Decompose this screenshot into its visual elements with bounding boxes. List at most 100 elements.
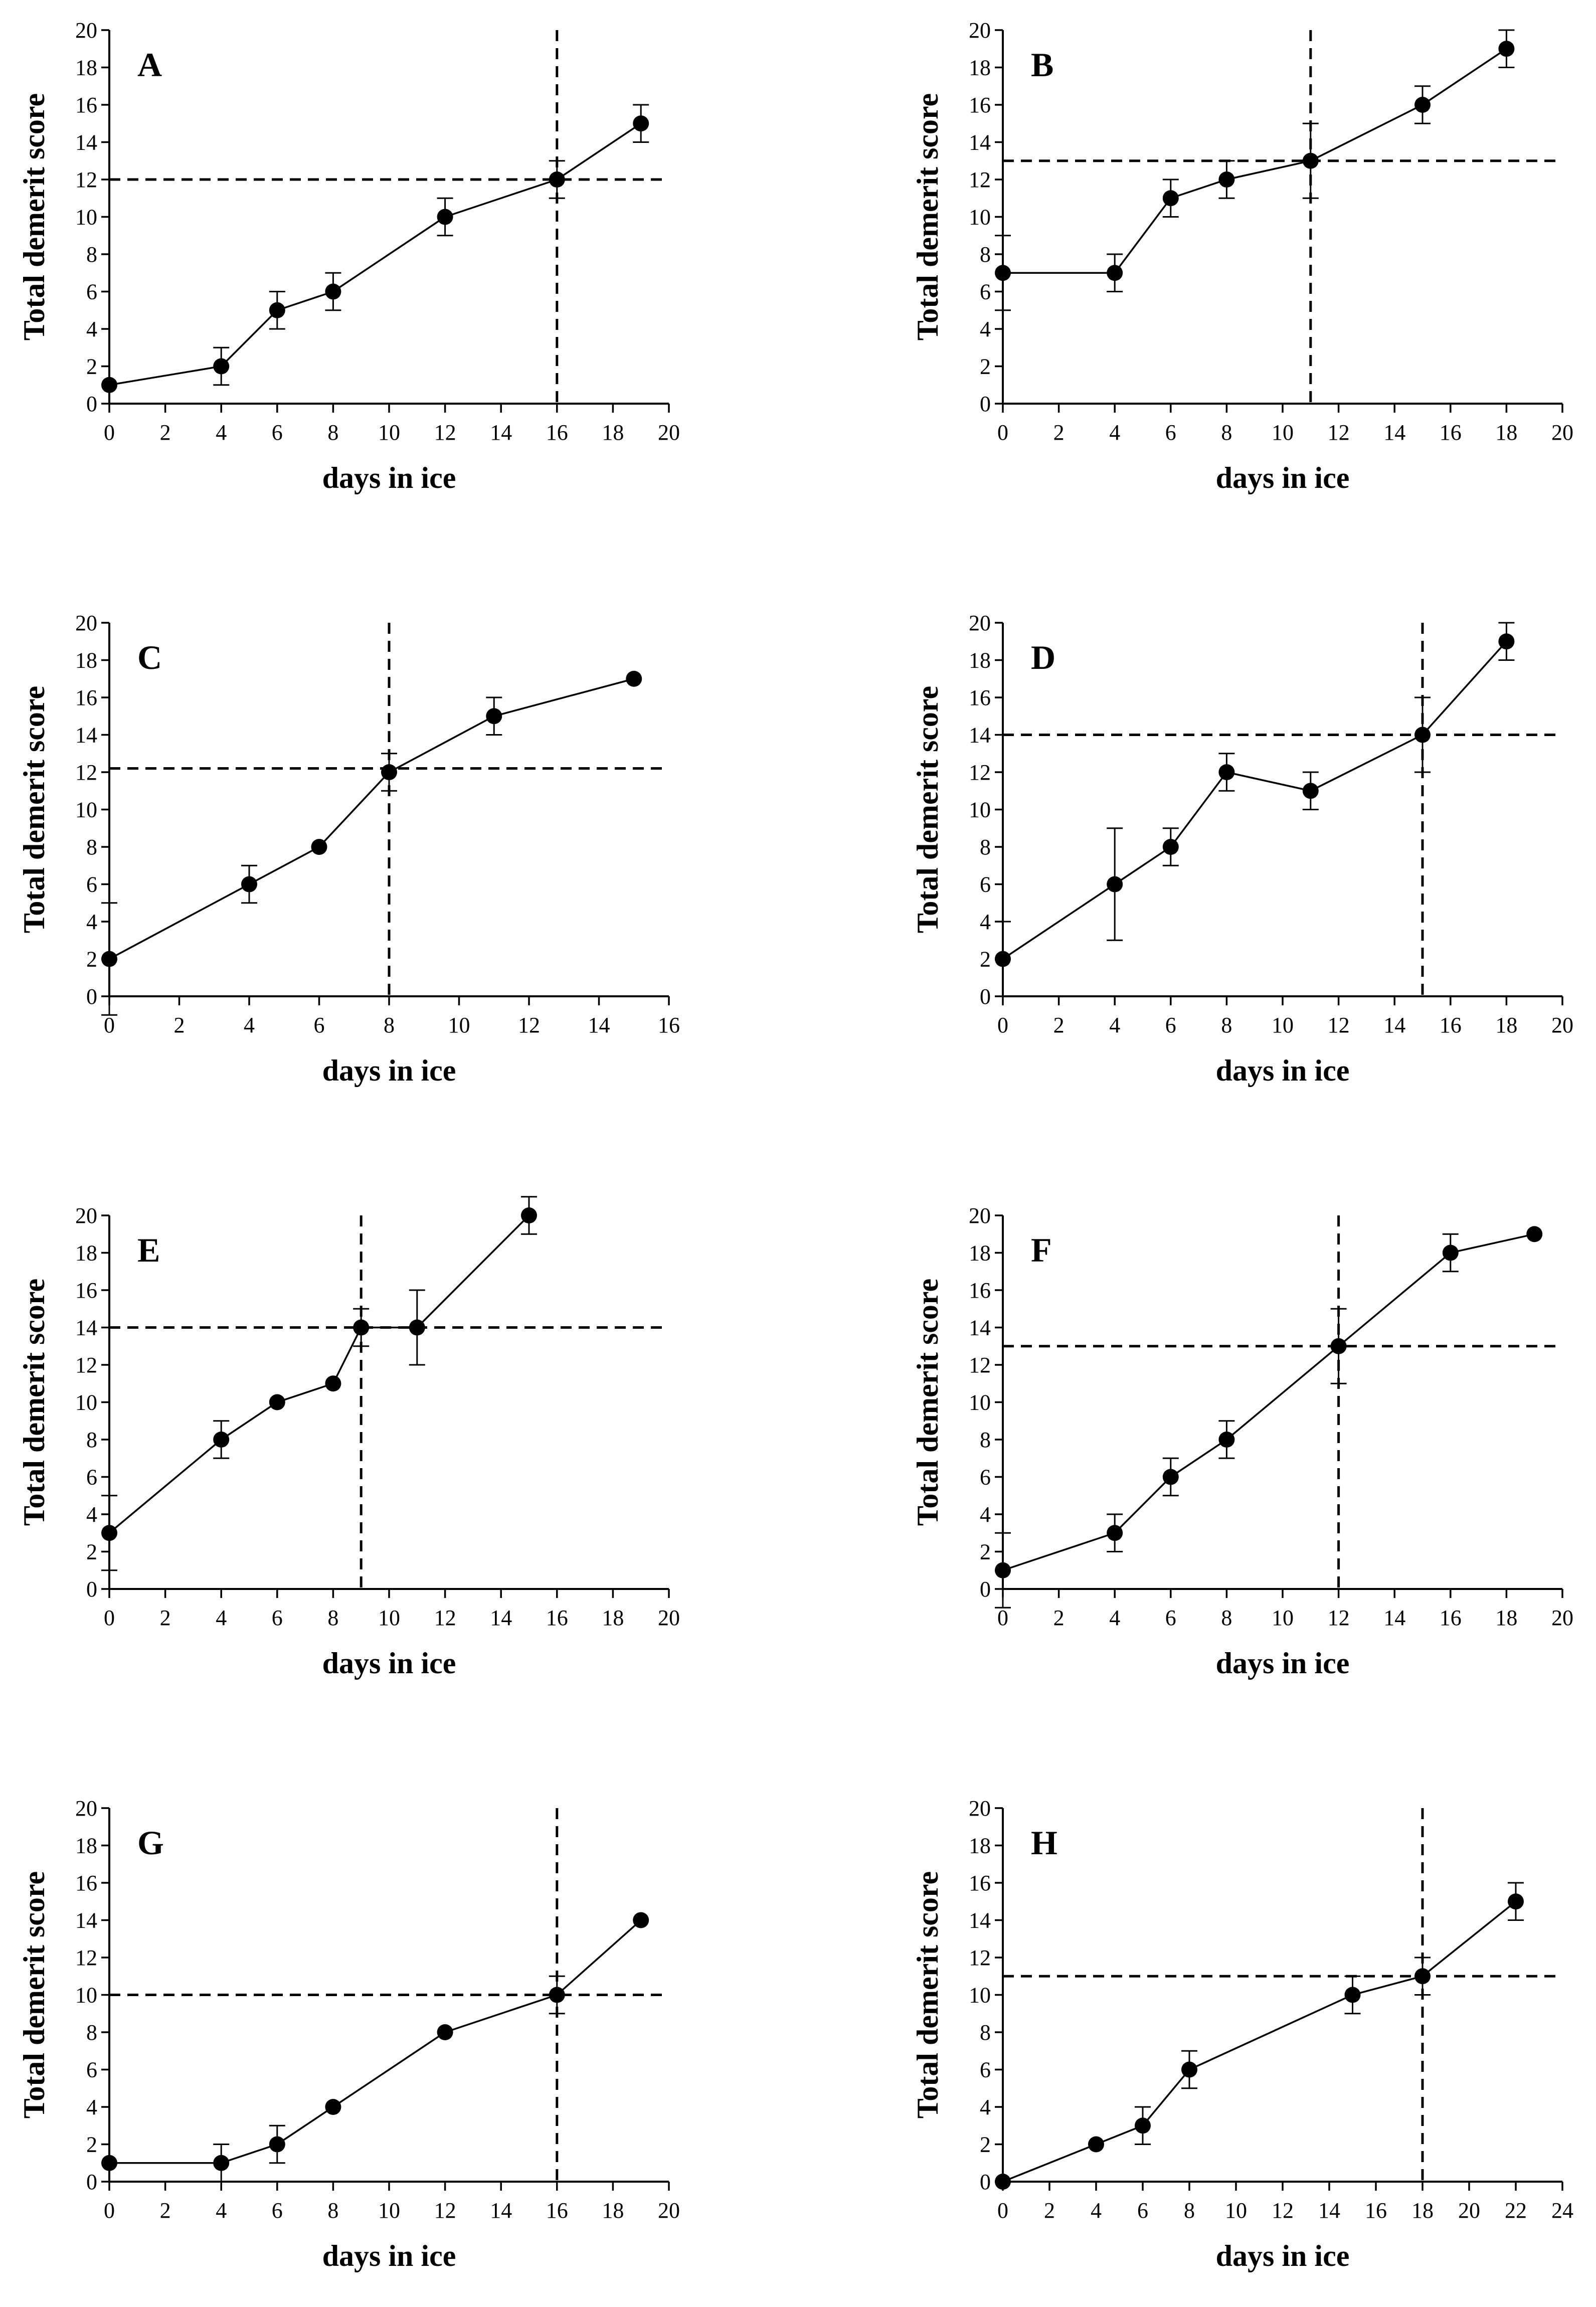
x-tick-label: 2: [174, 1013, 185, 1037]
x-tick-label: 8: [1184, 2198, 1195, 2223]
y-tick-label: 18: [969, 56, 991, 80]
y-tick-label: 20: [969, 611, 991, 635]
x-tick-label: 10: [378, 1606, 400, 1630]
data-point: [437, 209, 453, 225]
y-axis-title: Total demerit score: [18, 93, 51, 340]
y-tick-label: 12: [75, 1353, 97, 1377]
x-tick-label: 18: [1411, 2198, 1434, 2223]
data-point: [1135, 2117, 1151, 2134]
y-axis-title: Total demerit score: [911, 93, 944, 340]
x-tick-label: 22: [1505, 2198, 1527, 2223]
data-point: [1414, 727, 1431, 743]
y-tick-label: 18: [75, 648, 97, 673]
y-tick-label: 20: [75, 611, 97, 635]
y-tick-label: 20: [75, 1796, 97, 1821]
x-tick-label: 18: [602, 420, 624, 445]
x-tick-label: 10: [378, 2198, 400, 2223]
x-tick-label: 20: [658, 1606, 680, 1630]
x-tick-label: 20: [1551, 1013, 1573, 1037]
y-tick-label: 16: [969, 1871, 991, 1895]
y-tick-label: 4: [980, 2095, 991, 2119]
x-tick-label: 0: [104, 1013, 115, 1037]
data-point: [1344, 1987, 1361, 2003]
y-tick-label: 0: [86, 984, 97, 1009]
x-tick-label: 2: [1053, 1606, 1065, 1630]
panel-letter: B: [1031, 46, 1053, 84]
x-tick-label: 4: [216, 1606, 227, 1630]
y-tick-label: 20: [969, 1796, 991, 1821]
data-point: [1218, 764, 1235, 780]
y-tick-label: 18: [969, 1241, 991, 1266]
y-tick-label: 6: [86, 872, 97, 897]
x-tick-label: 0: [104, 420, 115, 445]
y-tick-label: 0: [86, 392, 97, 416]
data-point: [1442, 1245, 1459, 1261]
x-tick-label: 8: [327, 1606, 338, 1630]
data-point: [521, 1207, 537, 1223]
x-tick-label: 14: [1383, 1606, 1405, 1630]
data-point: [353, 1319, 370, 1336]
data-point: [437, 2024, 453, 2040]
panel-letter: A: [137, 46, 162, 84]
panel-letter: F: [1031, 1231, 1052, 1269]
y-tick-label: 18: [969, 1834, 991, 1858]
data-point: [325, 1375, 341, 1392]
y-tick-label: 0: [980, 392, 991, 416]
x-axis-title: days in ice: [322, 2239, 456, 2272]
x-tick-label: 18: [1495, 1013, 1517, 1037]
y-axis-title: Total demerit score: [18, 686, 51, 933]
y-tick-label: 12: [969, 1353, 991, 1377]
data-point: [1526, 1226, 1543, 1243]
y-tick-label: 16: [75, 685, 97, 710]
y-tick-label: 16: [75, 93, 97, 117]
data-point: [213, 358, 230, 375]
data-point: [549, 1987, 565, 2003]
series-line: [1002, 1900, 1517, 2183]
y-tick-label: 4: [980, 1502, 991, 1527]
y-tick-label: 2: [86, 2133, 97, 2157]
data-point: [1302, 783, 1319, 799]
y-tick-label: 2: [86, 354, 97, 379]
x-tick-label: 18: [602, 2198, 624, 2223]
data-point: [1218, 171, 1235, 188]
x-tick-label: 0: [997, 1606, 1008, 1630]
y-tick-label: 18: [75, 56, 97, 80]
x-tick-label: 12: [1328, 1013, 1350, 1037]
y-tick-label: 18: [75, 1834, 97, 1858]
panel-f: 0 2 4 6 8 10 12 14 16 18 20 0 2 4 6 8 10 12 14 16 18 20 days i…: [911, 1203, 1573, 1680]
y-tick-label: 6: [980, 872, 991, 897]
y-tick-label: 12: [75, 167, 97, 192]
y-axis-title: Total demerit score: [911, 1871, 944, 2118]
data-point: [1498, 633, 1515, 650]
y-tick-label: 14: [75, 1316, 97, 1340]
data-point: [633, 1912, 649, 1928]
x-tick-label: 20: [1551, 420, 1573, 445]
x-tick-label: 18: [1495, 420, 1517, 445]
data-point: [213, 2155, 230, 2171]
x-tick-label: 18: [602, 1606, 624, 1630]
x-tick-label: 12: [434, 2198, 456, 2223]
x-tick-label: 16: [546, 1606, 568, 1630]
data-point: [381, 764, 397, 780]
x-tick-label: 0: [104, 1606, 115, 1630]
data-point: [409, 1319, 425, 1336]
y-tick-label: 8: [980, 2020, 991, 2045]
y-tick-label: 16: [75, 1871, 97, 1895]
y-tick-label: 0: [980, 984, 991, 1009]
y-tick-label: 8: [86, 2020, 97, 2045]
x-tick-label: 20: [658, 2198, 680, 2223]
panel-b: 0 2 4 6 8 10 12 14 16 18 20 0 2 4 6 8 10 12 14 16 18 20 days i…: [911, 18, 1573, 494]
y-tick-label: 4: [86, 1502, 97, 1527]
x-tick-label: 10: [1272, 1013, 1294, 1037]
y-tick-label: 6: [980, 280, 991, 304]
y-tick-label: 0: [86, 2170, 97, 2194]
x-tick-label: 20: [658, 420, 680, 445]
data-point: [995, 265, 1011, 281]
y-tick-label: 0: [86, 1577, 97, 1602]
y-tick-label: 12: [969, 760, 991, 785]
panel-letter: D: [1031, 638, 1055, 676]
x-tick-label: 6: [1137, 2198, 1148, 2223]
panel-letter: G: [137, 1824, 164, 1862]
data-point: [325, 283, 341, 300]
x-tick-label: 16: [1440, 1013, 1462, 1037]
